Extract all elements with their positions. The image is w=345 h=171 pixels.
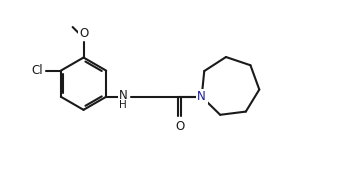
Text: H: H — [119, 101, 127, 110]
Text: O: O — [79, 28, 88, 41]
Text: Cl: Cl — [31, 64, 43, 77]
Text: O: O — [175, 120, 184, 133]
Text: N: N — [119, 89, 128, 102]
Text: N: N — [197, 90, 206, 103]
